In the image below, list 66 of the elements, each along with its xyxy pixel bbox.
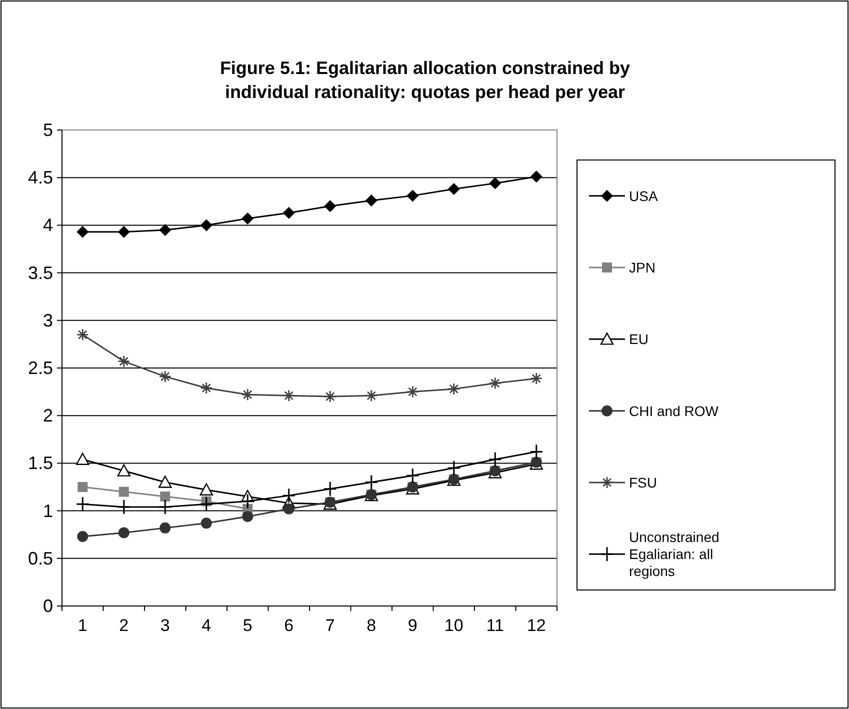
y-tick-label: 4 <box>42 215 53 236</box>
legend-label: FSU <box>629 474 657 490</box>
point <box>282 488 296 504</box>
legend-label: USA <box>629 188 658 204</box>
point <box>489 177 502 190</box>
point <box>406 468 420 484</box>
point <box>76 496 90 512</box>
y-tick-label: 0.5 <box>28 548 53 568</box>
point <box>448 183 460 196</box>
x-tick-label: 1 <box>78 616 88 635</box>
point <box>200 219 212 232</box>
y-tick-label: 2.5 <box>28 358 53 378</box>
point <box>323 481 337 497</box>
point <box>118 226 130 238</box>
y-tick-label: 2 <box>42 406 53 426</box>
legend-label: CHI and ROW <box>629 402 720 419</box>
point <box>242 212 254 225</box>
y-tick-label: 5 <box>42 120 53 140</box>
point <box>530 444 544 460</box>
x-tick-label: 3 <box>160 616 170 635</box>
point <box>76 452 90 465</box>
point <box>158 499 172 515</box>
point <box>158 476 172 488</box>
y-tick-label: 3.5 <box>28 262 53 283</box>
point <box>324 200 336 212</box>
point <box>117 499 131 515</box>
point <box>200 518 212 529</box>
x-tick-label: 5 <box>242 616 252 635</box>
y-tick-label: 0 <box>42 596 53 616</box>
point <box>364 474 378 490</box>
x-tick-label: 11 <box>486 616 504 635</box>
point <box>447 460 461 476</box>
point <box>530 170 542 183</box>
chart-title: Figure 5.1: Egalitarian allocation constrained by individual rationality: quotas per head per year <box>220 58 630 102</box>
x-tick-label: 10 <box>444 616 464 635</box>
point <box>77 531 88 542</box>
y-tick-label: 1.5 <box>28 453 53 474</box>
point <box>160 492 170 502</box>
x-tick-label: 12 <box>526 616 546 635</box>
x-tick-label: 4 <box>202 616 212 635</box>
point <box>365 194 378 206</box>
point <box>488 452 502 468</box>
x-tick-label: 6 <box>284 616 294 635</box>
point <box>200 483 213 496</box>
legend-label: Unconstrained Egaliarian: all regions <box>629 529 720 580</box>
point <box>283 503 294 514</box>
point <box>159 224 172 236</box>
x-tick-label: 2 <box>119 616 129 635</box>
point <box>242 511 254 522</box>
point <box>117 464 130 476</box>
point <box>118 527 130 538</box>
point <box>282 206 295 219</box>
x-tick-label: 9 <box>408 616 418 635</box>
legend-label: EU <box>629 331 648 348</box>
y-tick-label: 4.5 <box>28 168 53 188</box>
x-tick-label: 8 <box>366 616 376 635</box>
point <box>76 226 89 238</box>
point <box>78 482 88 492</box>
legend-label: JPN <box>629 260 656 276</box>
point <box>160 522 171 534</box>
x-tick-label: 7 <box>325 616 335 635</box>
y-tick-label: 3 <box>42 310 53 330</box>
point <box>406 190 419 202</box>
y-tick-label: 1 <box>42 500 53 521</box>
point <box>118 486 129 497</box>
point <box>200 496 214 512</box>
